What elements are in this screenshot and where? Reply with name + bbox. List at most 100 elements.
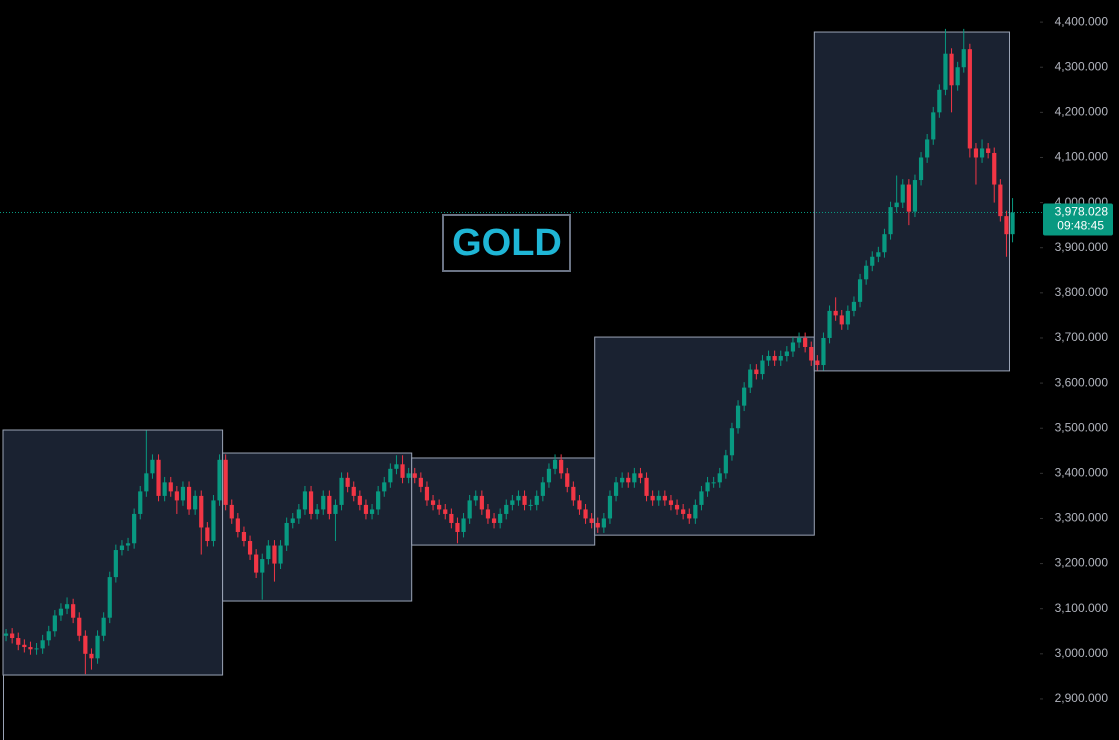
candle-body (247, 541, 253, 555)
candle-body (967, 49, 972, 149)
last-price-tag (1043, 203, 1113, 236)
chart-title: GOLD (452, 222, 562, 264)
candle-body (83, 635, 88, 654)
y-tick-label: 3,300.000 (1055, 511, 1109, 525)
candle-body (796, 337, 802, 343)
candle-body (632, 473, 637, 483)
y-tick-label: 4,300.000 (1055, 59, 1109, 73)
candle-body (565, 473, 570, 487)
candle-body (260, 559, 265, 573)
candle-body (583, 509, 588, 519)
y-tick-label: 3,100.000 (1055, 601, 1109, 615)
candle-body (882, 234, 887, 253)
candle-body (77, 617, 82, 636)
candle-body (71, 604, 76, 618)
candle-body (10, 633, 15, 639)
candle-body (138, 491, 143, 514)
last-price-label: 3,978.028 (1055, 205, 1109, 219)
candle-body (424, 486, 430, 501)
candle-body (973, 148, 979, 158)
candle-body (735, 405, 741, 429)
candle-body (760, 360, 765, 375)
candle-body (101, 617, 106, 636)
candle-body (864, 265, 869, 280)
candle-body (821, 337, 826, 366)
candle-body (815, 360, 820, 366)
candle-body (3, 633, 9, 636)
y-tick-label: 3,200.000 (1055, 556, 1109, 570)
candle-body (595, 522, 600, 528)
candle-body (125, 543, 131, 546)
candle-body (620, 477, 625, 483)
candle-body (699, 491, 704, 505)
candle-body (662, 495, 667, 501)
candle-body (58, 608, 64, 616)
candle-body (235, 518, 240, 532)
candle-body (894, 202, 899, 208)
y-tick-label: 3,000.000 (1055, 646, 1109, 660)
candle-body (479, 495, 484, 510)
candle-body (845, 310, 850, 325)
candle-body (443, 509, 448, 514)
candle-body (778, 356, 783, 361)
candle-body (498, 513, 503, 523)
candle-body (851, 301, 857, 311)
candle-body (345, 477, 350, 487)
candle-body (809, 346, 814, 361)
candle-body (369, 509, 375, 514)
candle-body (473, 495, 478, 501)
candle-body (931, 112, 936, 140)
candle-body (674, 504, 680, 510)
candle-body (784, 351, 789, 357)
candle-body (900, 184, 905, 203)
candle-body (650, 495, 655, 501)
candle-body (998, 184, 1003, 217)
candle-body (284, 522, 289, 546)
candle-body (333, 504, 338, 514)
candle-body (382, 482, 387, 492)
candle-body (644, 477, 649, 496)
candle-body (388, 468, 393, 483)
y-tick-label: 4,200.000 (1055, 105, 1109, 119)
candle-body (723, 455, 728, 474)
range-box (222, 452, 413, 602)
y-tick-label: 3,500.000 (1055, 420, 1109, 434)
candle-body (16, 638, 21, 645)
candle-body (437, 504, 442, 510)
y-tick-label: 3,800.000 (1055, 285, 1109, 299)
candle-body (363, 504, 369, 514)
candle-body (113, 550, 118, 578)
candle-body (876, 252, 881, 257)
candle-body (613, 482, 619, 496)
candle-body (687, 513, 692, 519)
y-tick-label: 4,100.000 (1055, 150, 1109, 164)
candle-body (504, 504, 509, 514)
candle-body (485, 509, 491, 519)
y-tick-label: 3,900.000 (1055, 240, 1109, 254)
candle-body (534, 495, 539, 505)
candle-body (943, 53, 948, 90)
candle-body (217, 459, 222, 501)
candle-body (607, 495, 613, 519)
candle-body (559, 459, 564, 474)
candle-body (827, 310, 832, 338)
candle-body (955, 67, 960, 86)
range-box (2, 429, 224, 676)
y-tick-label: 4,400.000 (1055, 14, 1109, 28)
y-tick-label: 3,400.000 (1055, 466, 1109, 480)
candle-body (522, 495, 527, 505)
candle-body (540, 482, 545, 496)
candle-body (400, 464, 405, 478)
candle-body (681, 509, 686, 514)
y-tick-label: 3,600.000 (1055, 375, 1109, 389)
candle-body (223, 459, 228, 505)
candle-body (979, 148, 985, 158)
candle-body (34, 648, 39, 650)
candle-body (912, 180, 918, 212)
candle-body (394, 464, 399, 469)
y-tick-label: 2,900.000 (1055, 691, 1109, 705)
candle-body (906, 184, 911, 212)
candle-body (961, 49, 966, 68)
candle-body (22, 644, 27, 648)
candle-body (803, 337, 808, 347)
